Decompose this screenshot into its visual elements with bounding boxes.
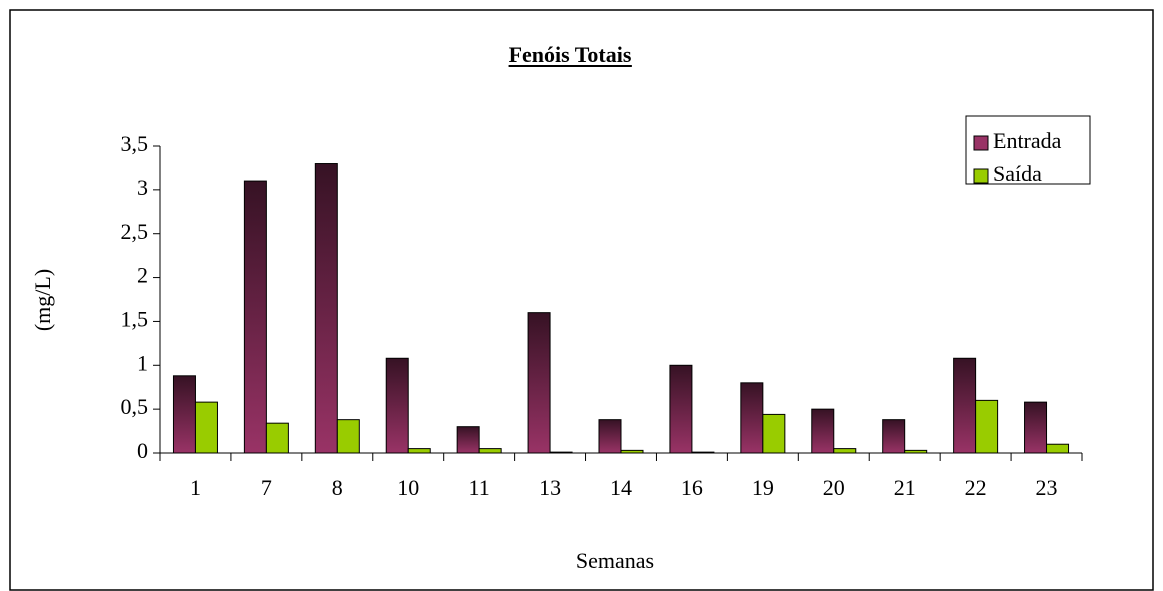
bar: [385, 357, 409, 454]
bar: [243, 180, 267, 454]
x-tick-label: 1: [190, 475, 201, 500]
x-tick-label: 19: [752, 475, 774, 500]
x-tick-label: 22: [965, 475, 987, 500]
bar: [833, 448, 857, 454]
bar: [456, 426, 480, 454]
bar: [194, 401, 218, 454]
bar: [478, 448, 502, 454]
bar: [1046, 443, 1070, 454]
x-tick-label: 23: [1036, 475, 1058, 500]
x-axis-label: Semanas: [576, 548, 654, 573]
y-tick-label: 1,5: [121, 306, 149, 331]
x-tick-label: 11: [469, 475, 490, 500]
bar: [669, 364, 693, 454]
y-axis-label: (mg/L): [30, 269, 55, 331]
bar: [740, 382, 764, 454]
legend-label: Entrada: [993, 128, 1062, 153]
bar: [598, 419, 622, 454]
x-tick-label: 7: [261, 475, 272, 500]
x-tick-label: 21: [894, 475, 916, 500]
bar: [691, 451, 715, 454]
x-tick-label: 13: [539, 475, 561, 500]
x-tick-label: 16: [681, 475, 703, 500]
bar: [811, 408, 835, 454]
y-tick-label: 2: [137, 263, 148, 288]
y-tick-label: 3,5: [121, 131, 149, 156]
legend-label: Saída: [993, 161, 1042, 186]
bar: [1024, 401, 1048, 454]
bar: [407, 448, 431, 454]
bar: [762, 413, 786, 454]
bar: [904, 449, 928, 454]
chart-frame: [9, 9, 1154, 591]
x-tick-label: 8: [332, 475, 343, 500]
bar: [882, 419, 906, 454]
bar: [172, 375, 196, 454]
y-tick-label: 0,5: [121, 394, 149, 419]
bar: [975, 399, 999, 454]
x-tick-label: 10: [397, 475, 419, 500]
y-tick-label: 2,5: [121, 219, 149, 244]
bar: [549, 451, 573, 454]
x-tick-label: 14: [610, 475, 632, 500]
bar: [620, 449, 644, 454]
y-tick-label: 1: [137, 350, 148, 375]
chart-title: Fenóis Totais: [509, 42, 632, 67]
legend-swatch: [973, 135, 989, 151]
bar: [314, 163, 338, 454]
bar: [527, 312, 551, 454]
x-tick-label: 20: [823, 475, 845, 500]
y-tick-label: 3: [137, 175, 148, 200]
y-tick-label: 0: [137, 438, 148, 463]
bar: [265, 422, 289, 454]
bar: [336, 419, 360, 454]
legend-swatch: [973, 168, 989, 184]
bar: [953, 357, 977, 454]
